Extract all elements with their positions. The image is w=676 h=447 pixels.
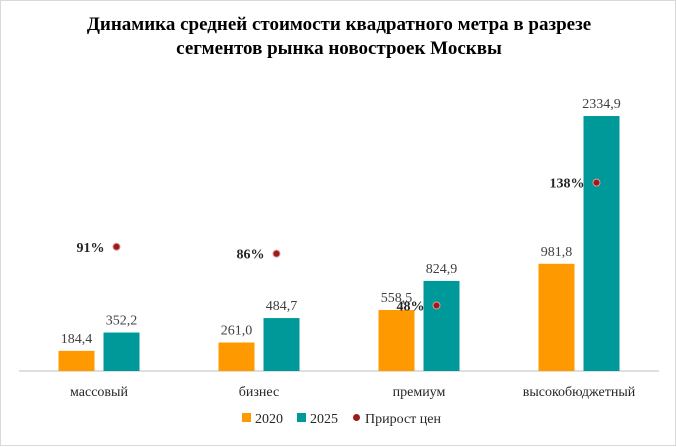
growth-point-1 [112, 242, 121, 251]
category-label-2: бизнес [239, 385, 279, 400]
data-label-2025-3: 824,9 [426, 262, 458, 277]
data-label-2020-1: 184,4 [61, 332, 93, 347]
bar-2025-3 [423, 280, 460, 371]
bar-2025-4 [583, 116, 620, 371]
category-label-4: высокобюджетный [523, 385, 636, 400]
data-label-2025-1: 352,2 [106, 314, 138, 329]
chart-title-line-1: Динамика средней стоимости квадратного м… [87, 14, 591, 35]
category-label-3: премиум [393, 385, 446, 400]
bar-2020-2 [218, 342, 255, 371]
plot-area: 184,4 352,2 91% массовый 261,0 484,7 86% бизнес… [19, 97, 659, 400]
data-label-2025-2: 484,7 [266, 299, 298, 314]
legend-2020-label: 2020 [255, 412, 283, 427]
growth-label-3: 48% [397, 299, 425, 314]
data-label-2025-4: 2334,9 [582, 97, 621, 112]
category-label-1: массовый [70, 385, 128, 400]
legend-2025-swatch [297, 413, 306, 422]
growth-label-1: 91% [77, 241, 105, 256]
legend-growth-marker [353, 414, 360, 421]
legend-growth: Прирост цен [353, 412, 441, 427]
bar-2020-1 [58, 350, 95, 371]
growth-point-3 [432, 301, 441, 310]
legend-2020-swatch [242, 413, 251, 422]
legend-2020: 2020 [242, 412, 283, 427]
data-label-2020-3: 558,5 [381, 291, 413, 306]
growth-label-2: 86% [237, 248, 265, 263]
growth-label-4: 138% [550, 177, 585, 192]
bar-2025-2 [263, 318, 300, 371]
bar-2025-1 [103, 332, 140, 371]
bar-2020-3 [378, 310, 415, 371]
legend-growth-label: Прирост цен [365, 412, 441, 427]
chart-title-line-2: сегментов рынка новостроек Москвы [176, 38, 502, 59]
bar-2020-4 [538, 263, 575, 371]
legend-2025: 2025 [297, 412, 338, 427]
data-label-2020-2: 261,0 [221, 323, 253, 338]
legend: 2020 2025 Прирост цен [242, 412, 441, 427]
growth-point-2 [272, 249, 281, 258]
data-label-2020-4: 981,8 [541, 245, 573, 260]
legend-2025-label: 2025 [310, 412, 338, 427]
growth-point-4 [592, 178, 601, 187]
